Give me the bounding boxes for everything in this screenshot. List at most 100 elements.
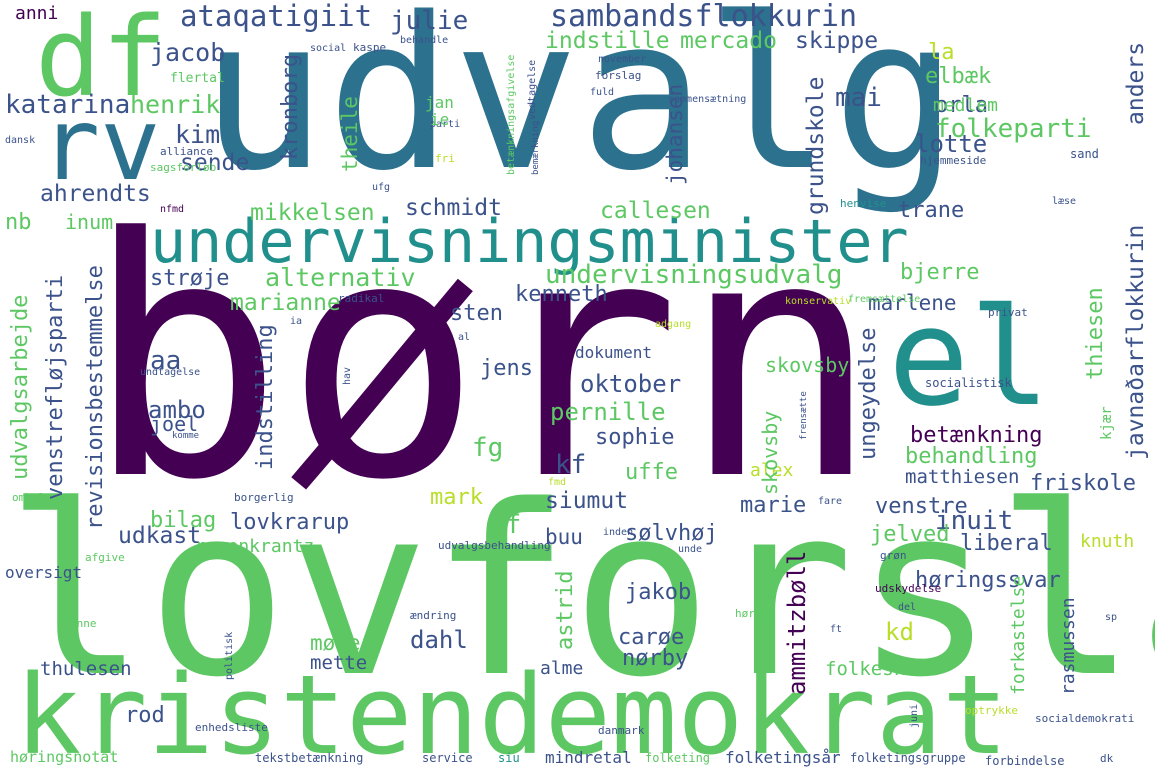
cloud-word: la — [928, 40, 955, 65]
cloud-word: optrykke — [965, 704, 1018, 717]
cloud-word: indstille — [545, 28, 670, 54]
cloud-word: trane — [898, 198, 965, 223]
cloud-word: kd — [885, 618, 914, 646]
cloud-word: kenneth — [515, 282, 608, 307]
cloud-word: sagsforløb — [150, 161, 217, 174]
cloud-word: mai — [835, 83, 882, 113]
cloud-word: thulesen — [40, 658, 132, 680]
cloud-word: mindretal — [545, 748, 632, 767]
cloud-word: behandling — [905, 444, 1038, 469]
cloud-word: folkeskole — [825, 658, 940, 680]
cloud-word: kaspe — [353, 41, 387, 54]
cloud-word: fare — [818, 496, 843, 507]
cloud-word: udskydelse — [875, 582, 942, 595]
cloud-word: undervisningsminister — [150, 207, 909, 277]
cloud-word-vertical: johansen — [663, 83, 687, 185]
cloud-word: fg — [472, 433, 504, 463]
cloud-word: kim — [175, 120, 221, 149]
cloud-word-vertical: udvalgsarbejde — [8, 294, 33, 480]
cloud-word: møde — [310, 631, 361, 655]
cloud-word: dansk — [5, 135, 36, 146]
cloud-word: marlene — [868, 291, 957, 315]
cloud-word: høringsnotat — [10, 748, 119, 766]
cloud-word: dokument — [575, 343, 653, 362]
cloud-word: lotte — [915, 130, 988, 158]
cloud-word: orla — [935, 93, 988, 118]
cloud-word: medlem — [933, 95, 999, 116]
cloud-word: ambo — [148, 396, 206, 424]
cloud-word-vertical: skovsby — [758, 410, 782, 495]
cloud-word: folketingsgruppe — [850, 751, 966, 765]
cloud-word: nb — [5, 210, 32, 235]
cloud-word: skovsby — [765, 353, 850, 377]
cloud-word: marianne — [230, 290, 341, 316]
cloud-word: jacob — [150, 38, 226, 67]
cloud-word: inum — [65, 210, 114, 234]
cloud-word: el — [888, 279, 1051, 436]
cloud-word: fri — [435, 152, 455, 165]
cloud-word: enhedsliste — [195, 721, 268, 734]
cloud-word: jelved — [870, 522, 950, 547]
cloud-word: ataqatigiit — [180, 0, 373, 33]
cloud-word: buu — [545, 525, 583, 549]
cloud-word: folketing — [645, 751, 711, 765]
cloud-word: dahl — [410, 626, 468, 654]
cloud-word: inden — [603, 527, 634, 538]
cloud-word: undervisningsudvalg — [545, 260, 843, 290]
cloud-word-vertical: frensætte — [799, 391, 809, 440]
cloud-word: friskole — [1030, 471, 1136, 496]
cloud-word: ændring — [410, 609, 457, 622]
cloud-word: privat — [988, 306, 1028, 319]
cloud-word: dk — [1100, 752, 1114, 765]
cloud-word: anne — [70, 617, 97, 630]
cloud-word: rosenkrantz — [195, 536, 315, 557]
cloud-word: sammensætning — [668, 94, 747, 105]
cloud-word: del — [898, 602, 917, 613]
cloud-word: mikkelsen — [250, 200, 375, 226]
cloud-word: nørby — [622, 646, 689, 671]
cloud-word: aa — [150, 346, 182, 376]
cloud-word: lovkrarup — [230, 510, 350, 535]
cloud-word: skippe — [795, 28, 879, 54]
cloud-word: grøn — [880, 549, 907, 562]
cloud-word: danmark — [598, 724, 645, 737]
cloud-word: hjemmeside — [920, 154, 987, 167]
cloud-word: knuth — [1080, 531, 1135, 552]
cloud-word-vertical: juni — [909, 703, 920, 728]
cloud-word: rod — [125, 703, 165, 728]
cloud-word: sand — [1070, 147, 1099, 161]
cloud-word: høringssvar — [915, 568, 1061, 593]
cloud-word: oktober — [580, 370, 682, 398]
cloud-word: siu — [498, 751, 520, 765]
cloud-word-vertical: politisk — [224, 631, 235, 680]
cloud-word: jens — [480, 356, 533, 381]
cloud-word: oversigt — [5, 563, 83, 582]
cloud-word: flertal — [170, 71, 225, 86]
cloud-word: undtagelse — [140, 367, 201, 378]
cloud-word: alliance — [160, 145, 213, 158]
cloud-word: ombele — [12, 491, 52, 504]
cloud-word-vertical: astrid — [553, 570, 578, 650]
cloud-word: anni — [15, 3, 59, 24]
cloud-word: nfmd — [160, 204, 185, 215]
cloud-word: kf — [555, 450, 587, 480]
cloud-word: sende — [180, 150, 250, 176]
cloud-word: udvalg — [200, 0, 959, 217]
cloud-word: fremsættelse — [848, 294, 921, 305]
cloud-word: komme — [172, 431, 200, 441]
cloud-word: ie — [430, 110, 450, 129]
cloud-word: callesen — [600, 198, 711, 224]
cloud-word: carøe — [618, 625, 685, 650]
cloud-word: udvalgsbehandling — [438, 539, 551, 552]
cloud-word: udkast — [118, 523, 202, 549]
cloud-word: alternativ — [265, 263, 416, 292]
cloud-word: børn — [85, 168, 880, 552]
cloud-word: fuld — [590, 87, 615, 98]
cloud-word: rv — [40, 86, 161, 203]
cloud-word-vertical: venstrefløjsparti — [43, 274, 68, 500]
cloud-word-vertical: revisionsbestemmelse — [83, 265, 108, 530]
cloud-word-vertical: rasmussen — [1058, 597, 1079, 695]
cloud-word: adgang — [655, 319, 692, 330]
cloud-word: sølvhøj — [625, 521, 718, 546]
